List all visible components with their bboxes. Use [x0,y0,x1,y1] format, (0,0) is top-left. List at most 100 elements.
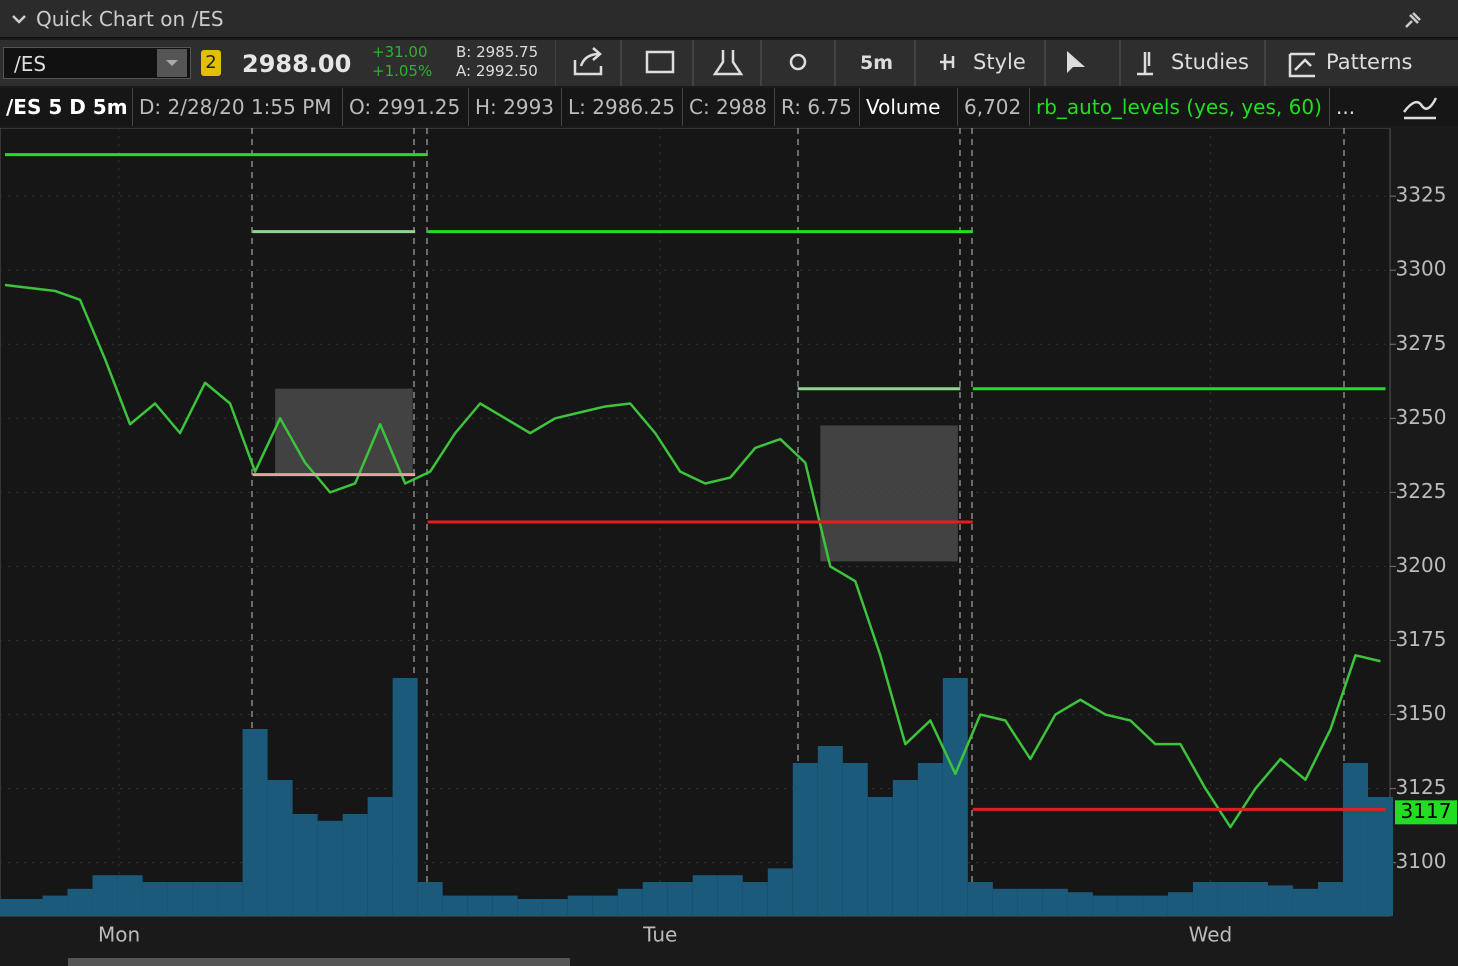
volume-bar [1092,895,1118,916]
y-tick-label: 3325 [1396,183,1447,207]
volume-bar [617,888,643,916]
volume-bar [342,814,368,916]
y-tick-label: 3175 [1396,627,1447,651]
y-tick-label: 3250 [1396,405,1447,429]
volume-bar [742,882,768,916]
cursor-icon[interactable] [1067,51,1085,73]
style-icon[interactable] [940,54,955,70]
volume-bar [17,899,43,916]
volume-bar [542,899,568,916]
toolbar: /ES 2 2988.00 +31.00 +1.05% B: 2985.75 A… [0,40,1458,86]
scrollbar[interactable] [68,958,570,966]
volume-bar [767,868,793,916]
x-tick-label: Wed [1189,923,1233,947]
studies-button[interactable]: Studies [1171,50,1249,74]
volume-bar [1042,888,1068,916]
volume-bar [292,814,318,916]
volume-bar [242,729,268,916]
volume-bar [917,763,943,916]
volume-bar [792,763,818,916]
volume-bar [1367,797,1394,916]
share-icon[interactable] [573,47,603,76]
volume-bar [842,763,868,916]
y-tick-label: 3225 [1396,479,1447,503]
style-button[interactable]: Style [973,50,1026,74]
y-tick-label: 3275 [1396,331,1447,355]
volume-bar [967,882,993,916]
patterns-button[interactable]: Patterns [1326,50,1413,74]
y-tick-label: 3200 [1396,553,1447,577]
volume-bar [867,797,893,916]
volume-bar [992,888,1018,916]
flask-icon[interactable] [712,50,744,76]
volume-bar [267,780,293,916]
volume-bar [117,875,143,916]
volume-bar [717,875,743,916]
volume-bar [692,875,718,916]
bid: B: 2985.75 [456,43,539,61]
study-label: rb_auto_levels (yes, yes, 60) [1030,88,1330,126]
volume-bar [0,899,18,916]
low: L: 2986.25 [562,88,683,126]
volume-bar [92,875,118,916]
volume-bar [392,678,418,916]
open: O: 2991.25 [343,88,469,126]
pin-icon[interactable] [1403,10,1423,30]
volume-bar [1117,895,1143,916]
volume-bar [1167,892,1193,916]
window-title: Quick Chart on /ES [36,7,224,31]
volume-bar [367,797,393,916]
volume-bar [592,895,618,916]
info-bar: /ES 5 D 5m D: 2/28/20 1:55 PM O: 2991.25… [0,88,1458,126]
patterns-icon[interactable] [1288,52,1315,78]
price-line [4,283,1381,829]
high: H: 2993 [469,88,562,126]
volume-bar [567,895,593,916]
window-header: Quick Chart on /ES [0,0,1458,38]
volume: 6,702 [958,88,1030,126]
volume-bar [1142,895,1168,916]
volume-bar [1017,888,1043,916]
volume-bar [442,895,468,916]
range-box [275,388,413,477]
more[interactable]: ... [1336,95,1356,119]
settings-icon[interactable] [789,53,807,71]
net-change: +31.00 [372,43,428,61]
studies-icon[interactable] [1137,52,1153,76]
volume-bar [667,882,693,916]
symbol: /ES [14,52,47,76]
volume-bar [517,899,543,916]
volume-bar [1342,763,1368,916]
volume-bar [417,882,443,916]
volume-label: Volume [860,88,958,126]
volume-bar [492,895,518,916]
volume-bar [42,895,68,916]
info-icon[interactable] [645,50,675,74]
volume-bar [1217,882,1243,916]
interval[interactable]: 5m [860,52,894,74]
range: R: 6.75 [775,88,860,126]
volume-bar [892,780,918,916]
collapse-icon[interactable] [9,9,29,29]
volume-bar [942,678,968,916]
volume-bar [1192,882,1218,916]
symbol-dropdown[interactable] [157,49,187,77]
x-tick-label: Tue [642,923,677,947]
volume-bar [817,746,843,916]
volume-bar [67,888,93,916]
y-tick-label: 3100 [1396,849,1447,873]
x-tick-label: Mon [98,923,140,947]
volume-bar [1317,882,1343,916]
link-badge[interactable]: 2 [201,50,221,76]
volume-bar [1067,892,1093,916]
volume-bar [142,882,168,916]
volume-bar [317,820,343,916]
y-tick-label: 3150 [1396,701,1447,725]
volume-bar [167,882,193,916]
ask: A: 2992.50 [456,62,538,80]
y-tick-label: 3300 [1396,257,1447,281]
price-marker [1395,800,1457,825]
drawing-icon[interactable] [1400,92,1440,122]
chart: 3100 3125 3150 3175 3200 3225 3250 3275 3300 3325… [0,128,1457,966]
